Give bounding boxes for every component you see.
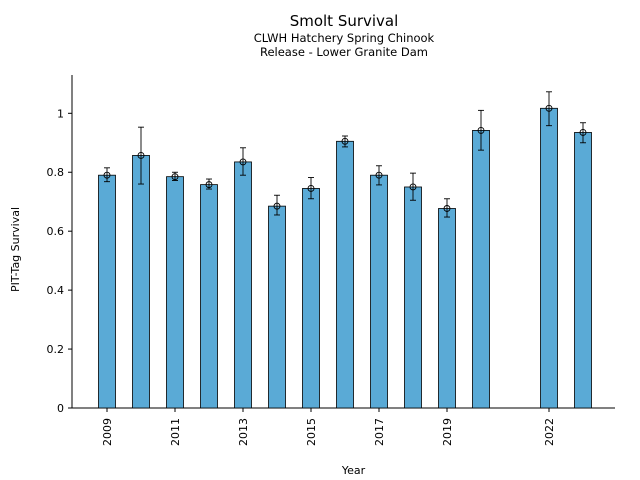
x-tick-label: 2009 [101,418,114,446]
point-marker [409,183,417,191]
y-tick-label: 0.8 [47,166,65,179]
bar [404,186,422,409]
bar [98,174,116,409]
point-marker [273,202,281,210]
x-axis-label: Year [341,464,366,477]
point-marker [443,205,451,212]
bar [574,132,592,409]
point-marker [307,185,315,192]
y-axis-label: PIT-Tag Survival [9,207,22,292]
point-marker [171,173,179,181]
point-marker [579,129,587,136]
point-marker [137,152,145,159]
bar [336,140,354,409]
point-marker [341,137,349,145]
x-tick-label: 2019 [441,418,454,446]
x-tick-label: 2017 [373,418,386,446]
point-marker [375,171,383,179]
y-tick-label: 0 [57,402,64,415]
x-tick-label: 2022 [543,418,556,446]
point-marker [545,104,553,112]
bar [472,130,490,409]
y-tick-label: 1 [57,107,64,120]
bar [438,208,456,409]
x-tick-label: 2011 [169,418,182,446]
bar [302,188,320,409]
bar [166,176,184,409]
x-tick-label: 2013 [237,418,250,446]
x-tick-label: 2015 [305,418,318,446]
bar [200,184,218,409]
point-marker [477,126,485,134]
bar [132,155,150,409]
chart-subtitle-line-1: CLWH Hatchery Spring Chinook [253,31,435,45]
y-tick-label: 0.4 [47,284,65,297]
bar [268,205,286,409]
bar [234,161,252,409]
chart-title: Smolt Survival [289,12,399,30]
bar [370,174,388,409]
point-marker [103,171,111,179]
chart-subtitle-line-2: Release - Lower Granite Dam [259,45,428,59]
y-tick-label: 0.2 [47,343,65,356]
point-marker [205,181,213,189]
point-marker [239,158,247,166]
y-tick-label: 0.6 [47,225,65,238]
bar [540,107,558,409]
